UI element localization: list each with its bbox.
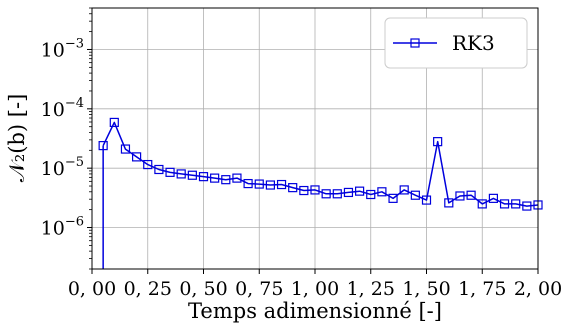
data-point — [310, 185, 320, 195]
data-point — [488, 193, 498, 203]
data-point — [343, 187, 354, 198]
data-point — [154, 164, 164, 175]
data-point — [410, 190, 420, 200]
y-tick-label: 10−6 — [41, 215, 84, 240]
data-point — [143, 159, 153, 170]
data-point — [522, 201, 532, 211]
data-point — [366, 189, 376, 200]
x-tick-label: 2, 00 — [514, 278, 561, 300]
y-axis-title: 𝒩₂(b) [-] — [5, 94, 29, 183]
legend: RK3 — [384, 17, 528, 69]
x-tick-label: 1, 25 — [347, 278, 395, 300]
data-point — [210, 173, 220, 183]
x-tick-label: 0, 25 — [124, 278, 172, 300]
data-point — [198, 172, 209, 182]
data-point — [388, 193, 398, 203]
data-point — [355, 186, 365, 196]
data-point — [232, 173, 242, 183]
data-point — [511, 199, 521, 209]
x-axis-title: Temps adimensionné [-] — [188, 299, 442, 323]
legend-box — [384, 17, 528, 69]
data-point — [321, 189, 331, 199]
data-point — [466, 190, 476, 200]
data-point — [165, 167, 175, 177]
data-point — [109, 117, 119, 128]
data-point — [254, 179, 264, 189]
x-axis-ticks: 0, 00 0, 25 0, 50 0, 75 1, 00 1, 25 1, 50 1, 75… — [68, 269, 561, 300]
data-point — [120, 144, 131, 154]
x-tick-label: 1, 75 — [458, 278, 506, 300]
data-point — [433, 137, 443, 147]
x-tick-label: 1, 00 — [291, 278, 339, 300]
y-axis-ticks: 10−6 10−5 10−4 10−3 — [41, 7, 92, 270]
data-point — [288, 183, 298, 193]
data-point — [332, 189, 342, 199]
data-point — [176, 169, 186, 179]
data-point — [243, 178, 253, 189]
data-point — [499, 199, 510, 209]
data-point — [221, 175, 231, 185]
series-line — [102, 121, 539, 207]
data-point — [98, 141, 108, 151]
series-layer — [98, 117, 543, 269]
x-tick-label: 0, 75 — [235, 278, 283, 300]
data-point — [276, 179, 287, 190]
data-point — [377, 187, 387, 197]
y-tick-label: 10−4 — [41, 96, 84, 121]
data-point — [299, 185, 309, 196]
y-tick-label: 10−3 — [41, 36, 84, 61]
legend-label: RK3 — [452, 31, 495, 55]
data-point — [477, 199, 487, 209]
y-tick-label: 10−5 — [41, 155, 84, 180]
x-tick-label: 0, 50 — [179, 278, 227, 300]
data-point — [455, 191, 465, 201]
x-tick-label: 1, 50 — [402, 278, 450, 300]
data-point — [132, 152, 142, 162]
x-tick-label: 0, 00 — [68, 278, 116, 300]
data-point — [444, 198, 454, 208]
legend-marker — [410, 38, 420, 48]
data-point — [187, 170, 197, 180]
data-point — [421, 195, 432, 205]
data-point — [399, 185, 409, 195]
data-point — [265, 180, 275, 190]
